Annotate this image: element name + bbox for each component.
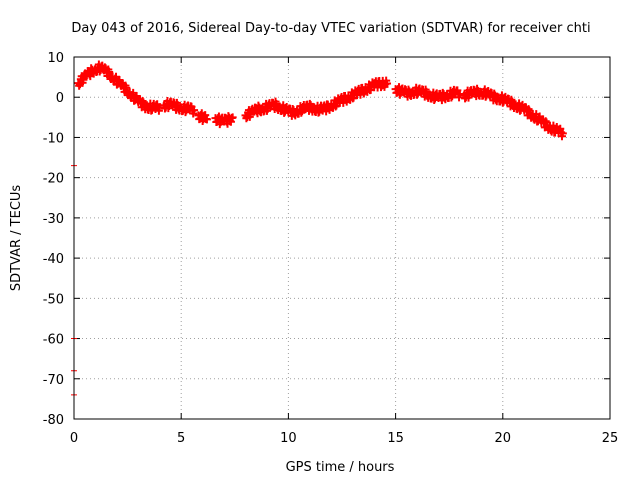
y-tick-label: -50 — [43, 292, 64, 307]
y-axis-label: SDTVAR / TECUs — [9, 185, 24, 292]
data-point — [202, 115, 211, 124]
y-tick-label: -20 — [43, 172, 64, 187]
data-point — [228, 113, 237, 122]
y-tick-label: -40 — [43, 252, 64, 267]
data-point — [190, 106, 199, 115]
x-tick-label: 20 — [495, 431, 512, 446]
x-tick-label: 0 — [70, 431, 78, 446]
data-points — [71, 60, 567, 398]
x-tick-label: 25 — [602, 431, 619, 446]
x-tick-label: 10 — [280, 431, 297, 446]
y-tick-label: 0 — [56, 91, 64, 106]
y-tick-label: 10 — [47, 51, 64, 66]
y-tick-label: -80 — [43, 413, 64, 428]
y-tick-label: -30 — [43, 212, 64, 227]
x-tick-label: 5 — [177, 431, 185, 446]
x-axis-label: GPS time / hours — [286, 460, 395, 475]
data-point — [455, 90, 464, 99]
plot-frame — [73, 56, 611, 420]
data-point — [383, 79, 392, 88]
axis-ticks: 0 5 10 15 20 25 10 0 -10 -20 -30 -40 -50 -60 -70 -80 — [43, 51, 619, 446]
chart-title: Day 043 of 2016, Sidereal Day-to-day VTE… — [71, 21, 590, 36]
x-tick-label: 15 — [387, 431, 404, 446]
y-tick-label: -10 — [43, 131, 64, 146]
y-tick-label: -70 — [43, 373, 64, 388]
data-point — [558, 129, 567, 138]
y-tick-label: -60 — [43, 333, 64, 348]
